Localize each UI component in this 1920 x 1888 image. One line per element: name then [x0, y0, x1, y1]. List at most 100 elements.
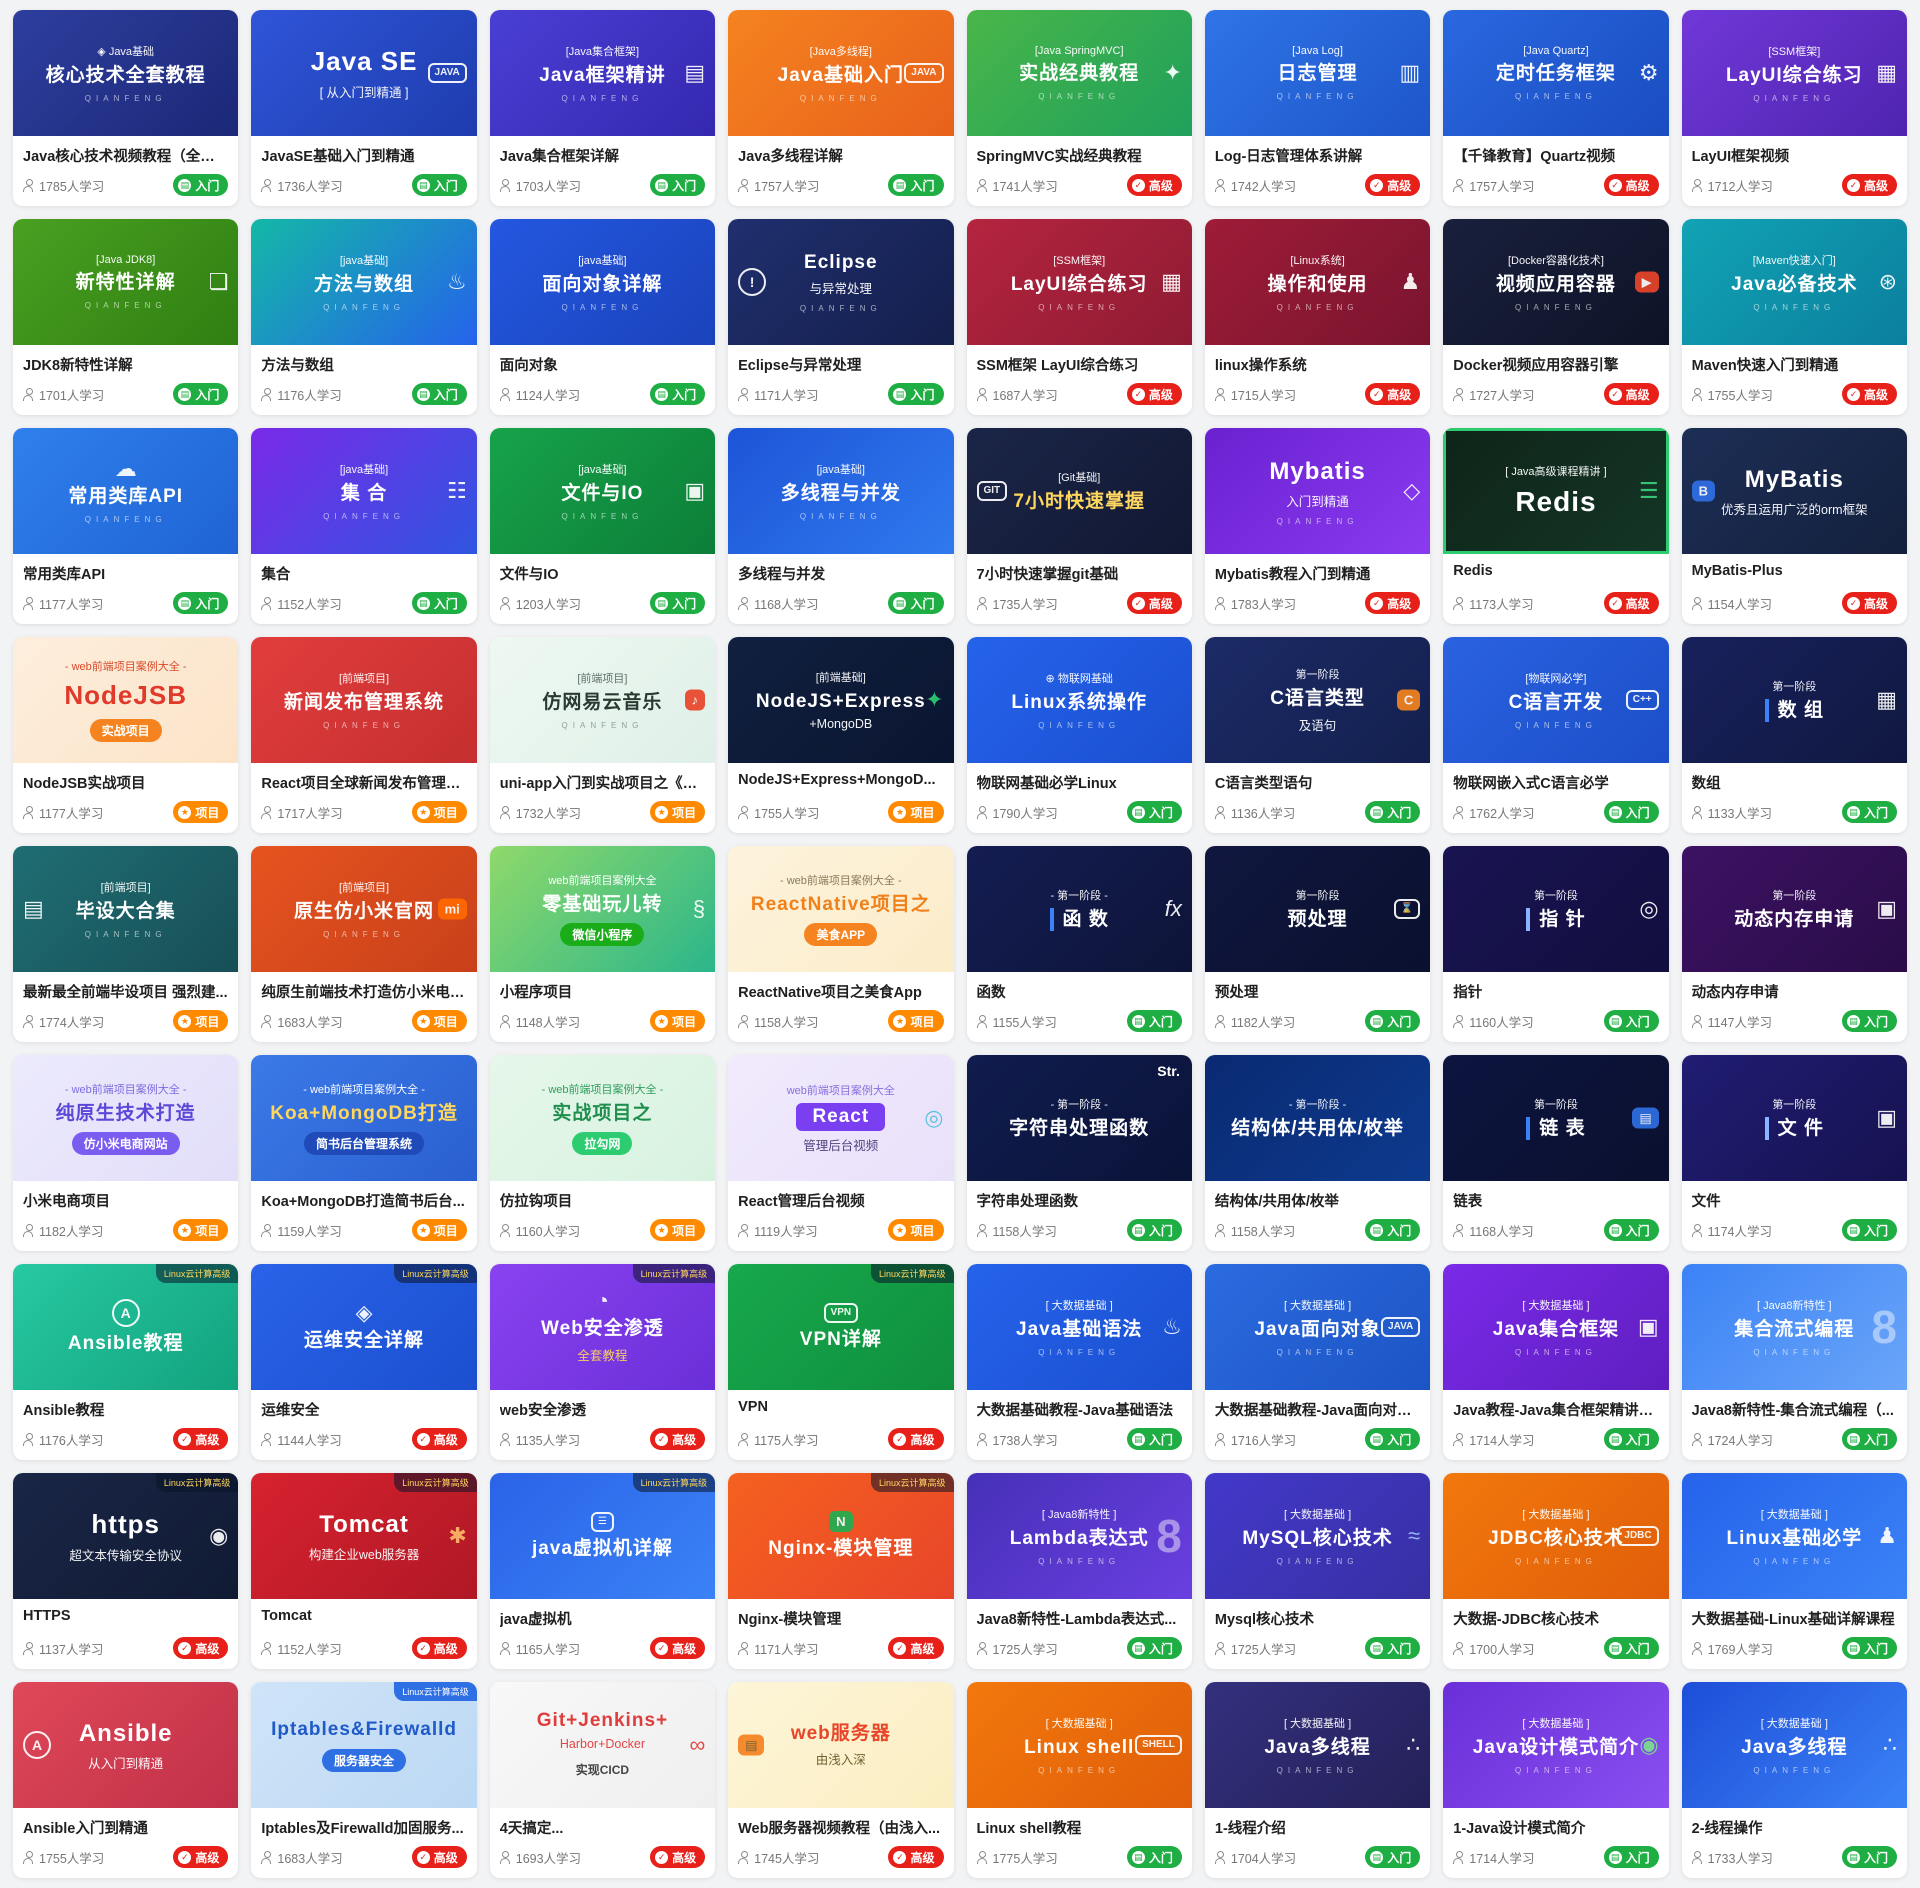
course-card[interactable]: - web前端项目案例大全 - Koa+MongoDB打造 简书后台管理系统 K… — [251, 1055, 477, 1251]
course-card[interactable]: Linux云计算高级 ☰ java虚拟机详解 java虚拟机 1165人学习 ✓ … — [489, 1473, 716, 1669]
course-card[interactable]: [ Java8新特性 ] Lambda表达式 QIANFENG 8 Java8新… — [966, 1473, 1192, 1669]
thumbnail-corner-tag: Linux云计算高级 — [870, 1473, 954, 1492]
course-thumbnail: [Git基础] 7小时快速掌握 GIT — [966, 428, 1192, 554]
brand-watermark: QIANFENG — [561, 94, 644, 104]
course-card[interactable]: 第一阶段 指 针 ◎ 指针 1160人学习 ▤ 入门 — [1443, 846, 1669, 1042]
course-card[interactable]: Str. - 第一阶段 - 字符串处理函数 字符串处理函数 1158人学习 ▤ … — [966, 1055, 1192, 1251]
course-card[interactable]: [java基础] 面向对象详解 QIANFENG 面向对象 1124人学习 ▤ … — [489, 219, 716, 415]
course-title: Java8新特性-Lambda表达式... — [976, 1612, 1177, 1628]
course-card[interactable]: [Java Quartz] 定时任务框架 QIANFENG ⚙ 【千锋教育】Qu… — [1443, 10, 1669, 206]
course-card[interactable]: [ 大数据基础 ] Java多线程 QIANFENG ∴ 1-线程介绍 1704… — [1204, 1682, 1431, 1878]
course-card[interactable]: - web前端项目案例大全 - ReactNative项目之 美食APP Rea… — [728, 846, 954, 1042]
course-card[interactable]: - 第一阶段 - 函 数 fx 函数 1155人学习 ▤ 入门 — [966, 846, 1192, 1042]
course-card[interactable]: [Java SpringMVC] 实战经典教程 QIANFENG ✦ Sprin… — [966, 10, 1192, 206]
course-card[interactable]: [前端项目] 仿网易云音乐 QIANFENG ♪ uni-app入门到实战项目之… — [489, 637, 716, 833]
course-card[interactable]: - web前端项目案例大全 - 纯原生技术打造 仿小米电商网站 小米电商项目 1… — [13, 1055, 239, 1251]
course-card[interactable]: Git+Jenkins+ Harbor+Docker 实现CICD ∞ 4天搞定… — [489, 1682, 716, 1878]
course-card[interactable]: [ 大数据基础 ] Java设计模式简介 QIANFENG ◉ 1-Java设计… — [1443, 1682, 1669, 1878]
course-card[interactable]: 第一阶段 C语言类型 及语句 C C语言类型语句 1136人学习 ▤ 入门 — [1204, 637, 1431, 833]
course-card[interactable]: Linux云计算高级 Iptables&Firewalld 服务器安全 Ipta… — [251, 1682, 477, 1878]
level-badge: ▤ 入门 — [173, 592, 229, 614]
badge-label: 入门 — [1387, 1223, 1412, 1238]
level-badge: ▤ 入门 — [1126, 801, 1182, 823]
course-card[interactable]: [ 大数据基础 ] Linux基础必学 QIANFENG ♟ 大数据基础-Lin… — [1681, 1473, 1907, 1669]
course-card[interactable]: Linux云计算高级 A Ansible教程 Ansible教程 1176人学习 … — [13, 1264, 239, 1460]
course-card[interactable]: 第一阶段 动态内存申请 ▣ 动态内存申请 1147人学习 ▤ 入门 — [1681, 846, 1907, 1042]
course-card[interactable]: [Linux系统] 操作和使用 QIANFENG ♟ linux操作系统 171… — [1204, 219, 1431, 415]
course-card[interactable]: [Java多线程] Java基础入门 QIANFENG JAVA Java多线程… — [728, 10, 954, 206]
course-card[interactable]: Mybatis 入门到精通 QIANFENG ◇ Mybatis教程入门到精通 … — [1204, 428, 1431, 624]
course-card[interactable]: [Docker容器化技术] 视频应用容器 QIANFENG ▶ Docker视频… — [1443, 219, 1669, 415]
course-card[interactable]: [物联网必学] C语言开发 QIANFENG C++ 物联网嵌入式C语言必学 1… — [1443, 637, 1669, 833]
course-thumbnail: [Java Log] 日志管理 QIANFENG ▥ — [1204, 10, 1431, 136]
level-badge: ✓ 高级 — [1603, 383, 1659, 405]
course-card[interactable]: [前端项目] 毕设大合集 QIANFENG ▤ 最新最全前端毕设项目 强烈建..… — [13, 846, 239, 1042]
course-card[interactable]: Eclipse 与异常处理 QIANFENG ! Eclipse与异常处理 11… — [728, 219, 954, 415]
course-card[interactable]: Linux云计算高级 ◔ Web安全渗透 全套教程 web安全渗透 1135人学习… — [489, 1264, 716, 1460]
course-card[interactable]: Ansible 从入门到精通 A Ansible入门到精通 1755人学习 ✓ … — [13, 1682, 239, 1878]
course-card[interactable]: [前端基础] NodeJS+Express +MongoDB ✦ NodeJS+… — [728, 637, 954, 833]
course-card[interactable]: 第一阶段 文 件 ▣ 文件 1174人学习 ▤ 入门 — [1681, 1055, 1907, 1251]
student-count-label: 1152人学习 — [277, 597, 342, 612]
course-card[interactable]: [ Java8新特性 ] 集合流式编程 QIANFENG 8 Java8新特性-… — [1681, 1264, 1907, 1460]
course-card[interactable]: - web前端项目案例大全 - 实战项目之 拉勾网 仿拉钩项目 1160人学习 … — [489, 1055, 716, 1251]
course-meta: 1158人学习 ▤ 入门 — [976, 1219, 1182, 1241]
course-card[interactable]: 第一阶段 预处理 ⌛ 预处理 1182人学习 ▤ 入门 — [1204, 846, 1431, 1042]
course-card[interactable]: [ 大数据基础 ] Java多线程 QIANFENG ∴ 2-线程操作 1733… — [1681, 1682, 1907, 1878]
course-thumbnail: Linux云计算高级 ◔ Web安全渗透 全套教程 — [489, 1264, 716, 1390]
course-card[interactable]: [java基础] 集 合 QIANFENG ☷ 集合 1152人学习 ▤ 入门 — [251, 428, 477, 624]
course-card[interactable]: web服务器 由浅入深 ▤ Web服务器视频教程（由浅入... 1745人学习 … — [728, 1682, 954, 1878]
thumbnail-heading: C语言开发 — [1508, 691, 1604, 713]
course-card[interactable]: [Git基础] 7小时快速掌握 GIT 7小时快速掌握git基础 1735人学习… — [966, 428, 1192, 624]
course-info: HTTPS 1137人学习 ✓ 高级 — [13, 1599, 238, 1669]
course-card[interactable]: [java基础] 多线程与并发 QIANFENG 多线程与并发 1168人学习 … — [728, 428, 954, 624]
course-card[interactable]: ◈ Java基础 核心技术全套教程 QIANFENG Java核心技术视频教程（… — [13, 10, 239, 206]
brand-watermark: QIANFENG — [1515, 1766, 1597, 1776]
course-card[interactable]: [ Java高级课程精讲 ] Redis ☰ Redis 1173人学习 ✓ 高… — [1443, 428, 1669, 624]
course-card[interactable]: web前端项目案例大全 零基础玩儿转 微信小程序 § 小程序项目 1148人学习… — [489, 846, 716, 1042]
badge-icon: ▤ — [178, 178, 192, 192]
thumbnail-icon: ♟ — [1400, 269, 1421, 294]
course-card[interactable]: [SSM框架] LayUI综合练习 QIANFENG ▦ LayUI框架视频 1… — [1681, 10, 1907, 206]
course-card[interactable]: [java基础] 方法与数组 QIANFENG ♨ 方法与数组 1176人学习 … — [251, 219, 477, 415]
badge-icon: ▤ — [1846, 1014, 1860, 1028]
course-card[interactable]: [ 大数据基础 ] MySQL核心技术 QIANFENG ≈ Mysql核心技术… — [1204, 1473, 1431, 1669]
course-card[interactable]: Linux云计算高级 N Nginx-模块管理 Nginx-模块管理 1171人学… — [728, 1473, 954, 1669]
thumbnail-icon: § — [692, 896, 706, 921]
course-card[interactable]: [Java Log] 日志管理 QIANFENG ▥ Log-日志管理体系讲解 … — [1204, 10, 1431, 206]
course-card[interactable]: Linux云计算高级 https 超文本传输安全协议 ◉ HTTPS 1137人… — [13, 1473, 239, 1669]
course-card[interactable]: Linux云计算高级 VPN VPN详解 VPN 1175人学习 ✓ 高级 — [728, 1264, 954, 1460]
course-card[interactable]: [前端项目] 新闻发布管理系统 QIANFENG React项目全球新闻发布管理… — [251, 637, 477, 833]
course-card[interactable]: ⊕ 物联网基础 Linux系统操作 QIANFENG 物联网基础必学Linux … — [966, 637, 1192, 833]
badge-label: 入门 — [195, 387, 220, 402]
course-card[interactable]: Java SE [ 从入门到精通 ] JAVA JavaSE基础入门到精通 17… — [251, 10, 477, 206]
course-card[interactable]: [Java集合框架] Java框架精讲 QIANFENG ▤ Java集合框架详… — [489, 10, 716, 206]
course-card[interactable]: web前端项目案例大全 React 管理后台视频 ◎ React管理后台视频 1… — [728, 1055, 954, 1251]
course-card[interactable]: [ 大数据基础 ] Linux shell QIANFENG SHELL Lin… — [966, 1682, 1192, 1878]
course-card[interactable]: - 第一阶段 - 结构体/共用体/枚举 结构体/共用体/枚举 1158人学习 ▤… — [1204, 1055, 1431, 1251]
student-count-label: 1716人学习 — [1230, 1433, 1297, 1448]
course-card[interactable]: 第一阶段 数 组 ▦ 数组 1133人学习 ▤ 入门 — [1681, 637, 1907, 833]
course-card[interactable]: Linux云计算高级 Tomcat 构建企业web服务器 ✱ Tomcat 11… — [251, 1473, 477, 1669]
badge-icon: ✓ — [178, 1850, 192, 1864]
brand-watermark: QIANFENG — [1753, 1348, 1836, 1358]
level-badge: ★ 项目 — [888, 1219, 944, 1241]
course-card[interactable]: [Maven快速入门] Java必备技术 QIANFENG ⊛ Maven快速入… — [1681, 219, 1907, 415]
course-card[interactable]: [前端项目] 原生仿小米官网 QIANFENG mi 纯原生前端技术打造仿小米电… — [251, 846, 477, 1042]
course-card[interactable]: ☁ 常用类库API QIANFENG 常用类库API 1177人学习 ▤ 入门 — [13, 428, 239, 624]
student-count: 1714人学习 — [1453, 1848, 1535, 1867]
badge-icon: ▤ — [655, 387, 669, 401]
course-card[interactable]: [ 大数据基础 ] Java面向对象 QIANFENG JAVA 大数据基础教程… — [1204, 1264, 1431, 1460]
course-card[interactable]: [java基础] 文件与IO QIANFENG ▣ 文件与IO 1203人学习 … — [489, 428, 716, 624]
course-card[interactable]: [ 大数据基础 ] JDBC核心技术 QIANFENG JDBC 大数据-JDB… — [1443, 1473, 1669, 1669]
course-card[interactable]: 第一阶段 链 表 ▤ 链表 1168人学习 ▤ 入门 — [1443, 1055, 1669, 1251]
course-card[interactable]: [Java JDK8] 新特性详解 QIANFENG ❏ JDK8新特性详解 1… — [13, 219, 239, 415]
course-title: 小米电商项目 — [23, 1194, 110, 1210]
course-meta: 1755人学习 ✓ 高级 — [23, 1846, 229, 1868]
course-card[interactable]: Linux云计算高级 ◈ 运维安全详解 运维安全 1144人学习 ✓ 高级 — [251, 1264, 477, 1460]
course-card[interactable]: [ 大数据基础 ] Java集合框架 QIANFENG ▣ Java教程-Jav… — [1443, 1264, 1669, 1460]
course-card[interactable]: [ 大数据基础 ] Java基础语法 QIANFENG ♨ 大数据基础教程-Ja… — [966, 1264, 1192, 1460]
course-card[interactable]: - web前端项目案例大全 - NodeJSB 实战项目 NodeJSB实战项目… — [13, 637, 239, 833]
course-card[interactable]: MyBatis 优秀且运用广泛的orm框架 B MyBatis-Plus 115… — [1681, 428, 1907, 624]
course-card[interactable]: [SSM框架] LayUI综合练习 QIANFENG ▦ SSM框架 LayUI… — [966, 219, 1192, 415]
